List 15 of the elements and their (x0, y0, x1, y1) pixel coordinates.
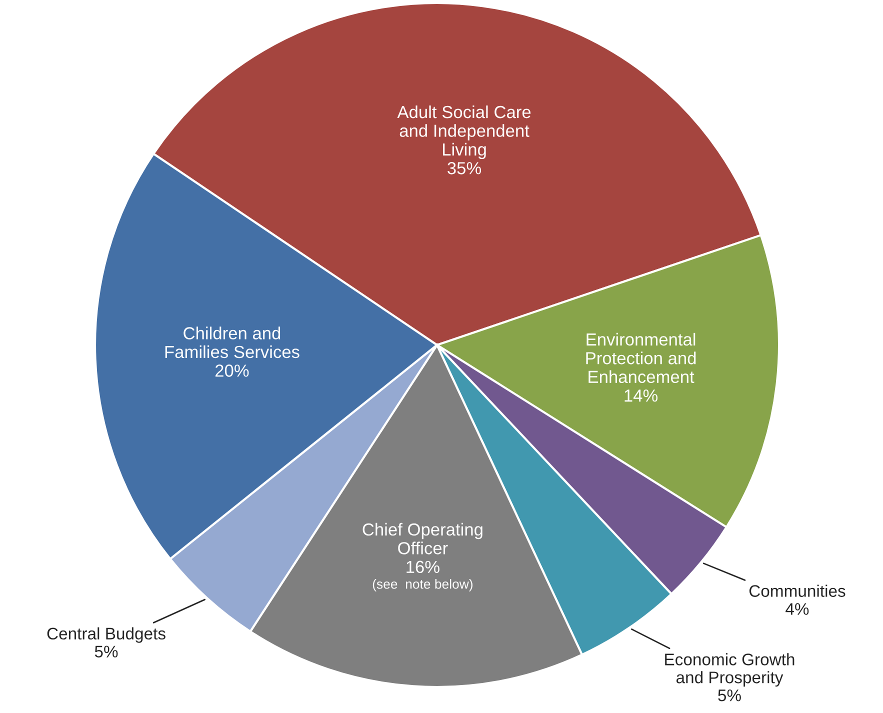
slice-label: Economic Growth and Prosperity (665, 653, 794, 687)
data-label: 16% (406, 560, 440, 574)
slice-label: Adult Social Care and Independent Living (397, 105, 531, 160)
data-label: 5% (94, 646, 118, 658)
slice-label: Central Budgets (47, 627, 166, 643)
data-label: 35% (448, 162, 482, 174)
slice-label: Communities (749, 584, 846, 597)
slice-label: Chief Operating Officer (362, 522, 482, 554)
data-label: 5% (718, 690, 741, 702)
slice-label: Children and Families Services (165, 326, 300, 358)
text: (see note below) (372, 579, 472, 592)
data-label: 20% (215, 364, 249, 377)
slice-label: Environmental Protection and Enhancement (586, 332, 696, 384)
data-label: 4% (786, 603, 809, 615)
data-label: 14% (624, 390, 658, 402)
